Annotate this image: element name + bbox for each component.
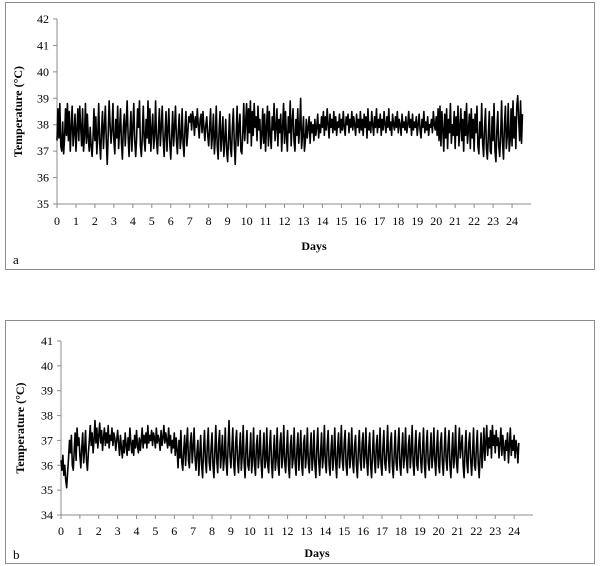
x-tick-label: 1 [73,214,79,228]
x-tick-label: 19 [414,524,426,538]
x-tick-label: 11 [263,524,275,538]
x-tick-label: 7 [190,524,196,538]
x-tick-label: 23 [487,214,499,228]
y-tick-label: 39 [37,91,49,105]
x-tick-label: 7 [187,214,193,228]
chart-panel-b: 34 35 36 37 38 39 40 41 0 1 2 3 4 5 6 7 8 9 10 11 12 13 14 15 16… [5,320,595,564]
temperature-series-line [56,94,524,166]
y-tick-label: 41 [37,38,49,52]
x-tick-label: 13 [300,524,312,538]
x-tick-label: 11 [260,214,272,228]
x-tick-label: 22 [470,524,482,538]
x-tick-label: 10 [241,214,253,228]
x-tick-label: 14 [316,214,328,228]
x-tick-label: 9 [225,214,231,228]
x-axis-title: Days [304,546,330,560]
x-tick-label: 8 [209,524,215,538]
x-tick-label: 10 [244,524,256,538]
y-axis-title: Temperature (°C) [11,66,25,157]
y-axis-title: Temperature (°C) [13,382,27,473]
x-tick-label: 22 [468,214,480,228]
y-tick-label: 34 [41,508,53,522]
x-tick-label: 3 [111,214,117,228]
x-tick-label: 2 [96,524,102,538]
y-tick-label: 38 [41,409,53,423]
y-tick-label: 37 [41,433,53,447]
temperature-series-line [60,419,520,489]
y-tick-label: 36 [37,171,49,185]
x-tick-label: 8 [206,214,212,228]
x-tick-label: 16 [354,214,366,228]
x-tick-label: 12 [282,524,294,538]
x-tick-label: 5 [149,214,155,228]
x-tick-label: 20 [433,524,445,538]
x-tick-label: 4 [134,524,140,538]
y-tick-label: 39 [41,384,53,398]
x-tick-label: 3 [115,524,121,538]
x-tick-label: 18 [392,214,404,228]
chart-panel-a: 35 36 37 38 39 40 41 42 0 1 2 3 4 5 6 7 8 9 10 11 12 13 14 15 16… [5,2,595,270]
x-tick-label: 9 [228,524,234,538]
panel-label: b [13,547,20,562]
x-tick-label: 2 [92,214,98,228]
y-tick-label: 41 [41,334,53,348]
x-tick-label: 16 [357,524,369,538]
y-tick-label: 40 [41,359,53,373]
x-tick-label: 0 [58,524,64,538]
x-tick-label: 15 [338,524,350,538]
y-tick-label: 38 [37,118,49,132]
x-tick-label: 20 [430,214,442,228]
y-tick-label: 36 [41,458,53,472]
x-tick-label: 4 [130,214,136,228]
x-tick-label: 24 [506,214,518,228]
x-tick-label: 6 [171,524,177,538]
y-tick-label: 37 [37,144,49,158]
y-tick-label: 42 [37,12,49,26]
x-tick-label: 14 [319,524,331,538]
x-tick-label: 21 [449,214,461,228]
x-tick-label: 18 [395,524,407,538]
x-tick-label: 1 [77,524,83,538]
x-tick-label: 5 [152,524,158,538]
x-tick-label: 23 [489,524,501,538]
x-tick-label: 17 [373,214,385,228]
x-tick-label: 12 [279,214,291,228]
x-tick-label: 13 [297,214,309,228]
x-tick-label: 24 [508,524,520,538]
x-tick-label: 19 [411,214,423,228]
x-tick-label: 21 [451,524,463,538]
panel-label: a [13,252,19,267]
x-tick-label: 6 [168,214,174,228]
y-tick-label: 35 [41,483,53,497]
x-tick-label: 15 [335,214,347,228]
y-tick-label: 40 [37,65,49,79]
x-tick-label: 0 [54,214,60,228]
x-axis-title: Days [301,239,327,253]
x-tick-label: 17 [376,524,388,538]
y-tick-label: 35 [37,197,49,211]
